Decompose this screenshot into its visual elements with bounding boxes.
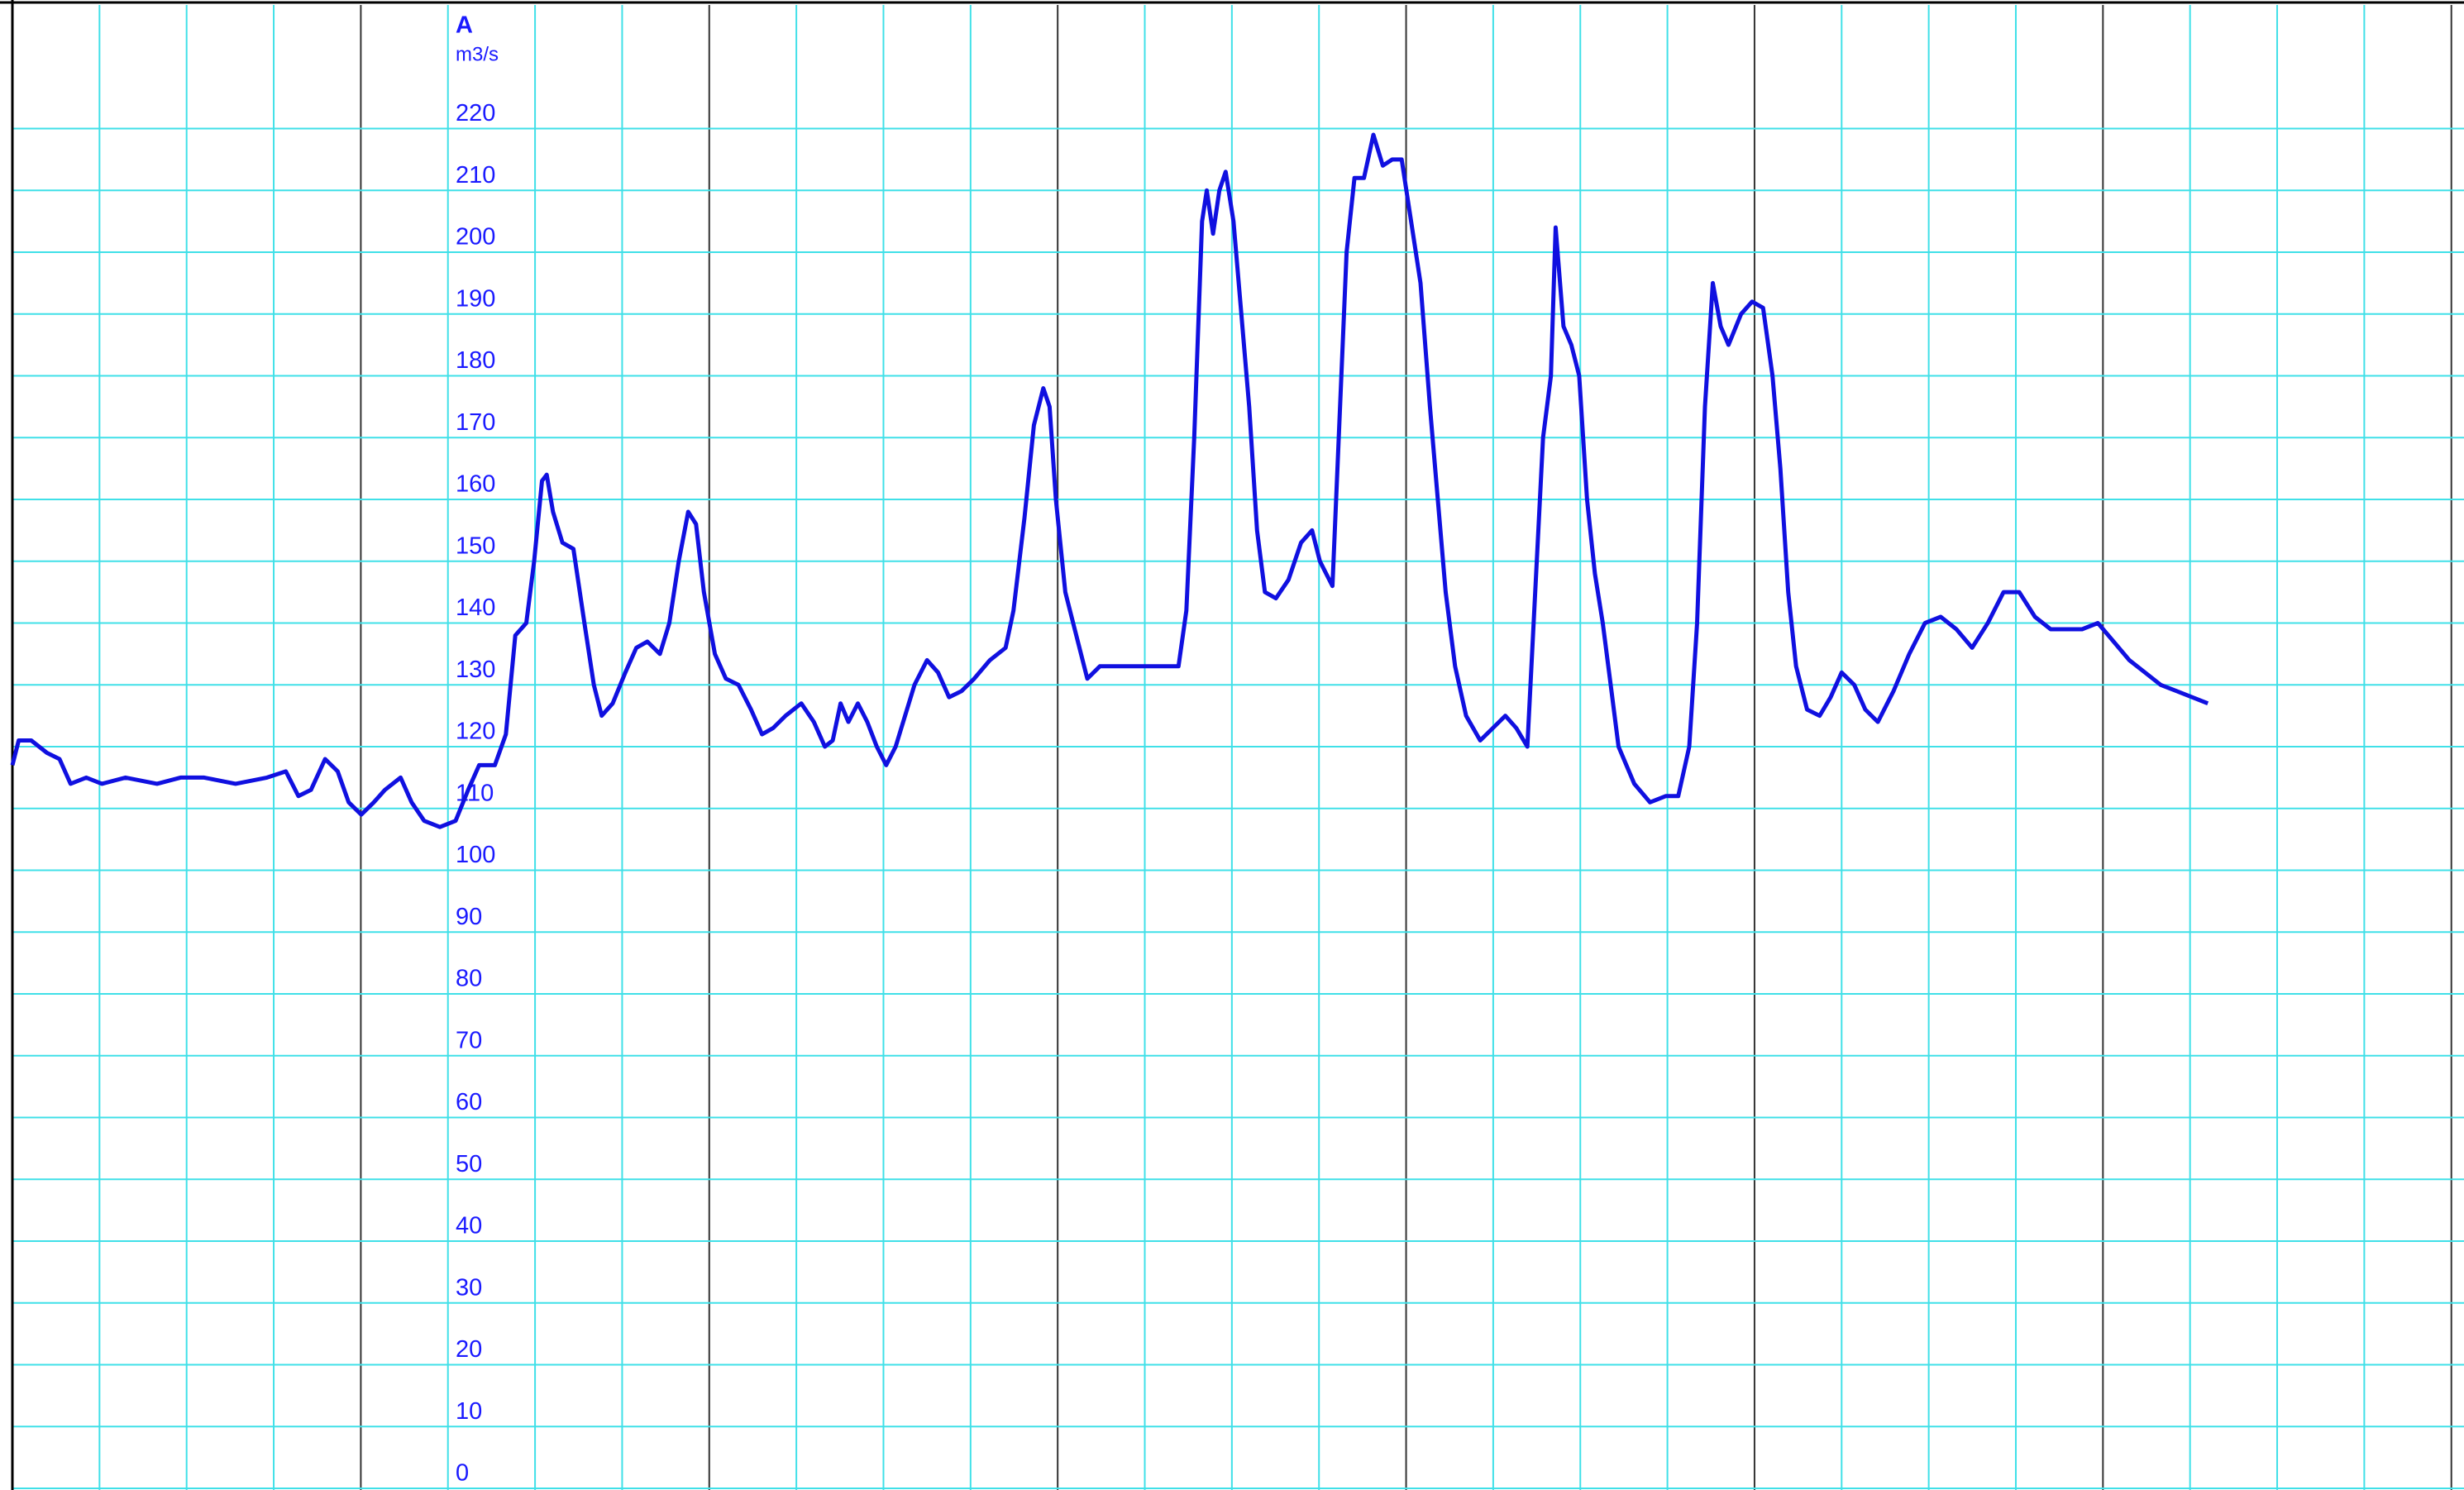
y-tick-label: 210: [456, 162, 495, 189]
y-tick-label: 100: [456, 842, 495, 868]
y-tick-label: 60: [456, 1089, 482, 1115]
y-tick-label: 190: [456, 285, 495, 312]
y-tick-label: 10: [456, 1398, 482, 1425]
axis-unit: m3/s: [456, 43, 499, 65]
labels: A m3/s 010203040506070809010011012013014…: [456, 12, 499, 1487]
y-tick-label: 90: [456, 904, 482, 930]
y-tick-label: 150: [456, 532, 495, 559]
y-tick-label: 80: [456, 966, 482, 992]
y-tick-label: 40: [456, 1213, 482, 1239]
y-tick-label: 30: [456, 1274, 482, 1301]
data-line: [10, 132, 2209, 829]
y-tick-label: 50: [456, 1151, 482, 1177]
y-tick-label: 200: [456, 224, 495, 251]
y-tick-label: 70: [456, 1027, 482, 1053]
y-tick-label: 0: [456, 1460, 469, 1487]
y-tick-label: 20: [456, 1336, 482, 1363]
y-tick-label: 140: [456, 595, 495, 621]
y-tick-label: 220: [456, 100, 495, 127]
y-tick-label: 120: [456, 719, 495, 745]
y-tick-label: 170: [456, 409, 495, 436]
y-tick-label: 180: [456, 347, 495, 374]
axis-title: A: [456, 12, 473, 39]
y-tick-label: 130: [456, 657, 495, 683]
y-tick-label: 160: [456, 471, 495, 498]
